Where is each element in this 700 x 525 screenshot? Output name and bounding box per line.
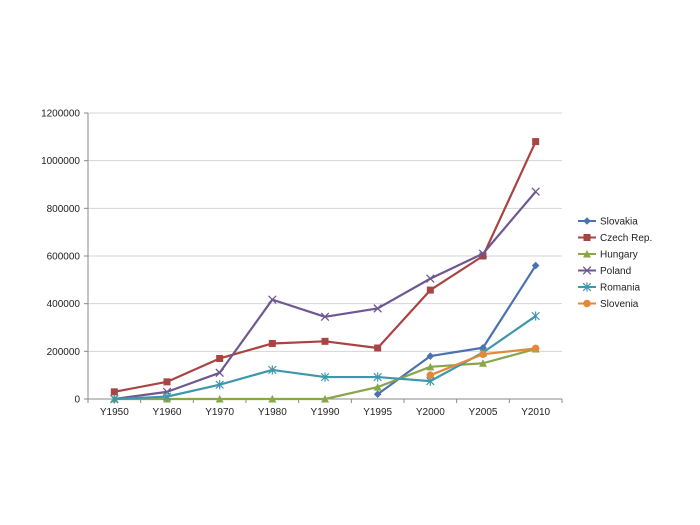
data-point <box>215 395 224 403</box>
data-point <box>110 394 119 404</box>
data-point <box>163 378 171 386</box>
y-tick-label: 0 <box>74 395 80 406</box>
legend-label: Romania <box>600 283 640 294</box>
x-tick-label: Y1995 <box>363 407 392 418</box>
data-point <box>478 249 488 258</box>
x-tick-label: Y1950 <box>100 407 129 418</box>
y-axis-ticks: 0 200000 400000 600000 800000 1000000 1200000 <box>41 109 88 406</box>
legend-label: Slovakia <box>600 217 638 228</box>
series-poland <box>110 187 540 404</box>
data-point <box>215 368 224 378</box>
legend-entry: Hungary <box>578 250 638 261</box>
data-point <box>320 372 330 382</box>
data-point <box>321 395 329 403</box>
series-slovakia <box>373 261 540 399</box>
series-line <box>377 264 537 396</box>
x-tick-label: Y1970 <box>205 407 234 418</box>
data-point <box>373 390 382 399</box>
x-tick-label: Y2010 <box>521 407 550 418</box>
y-tick-label: 1000000 <box>41 156 80 167</box>
x-tick-label: Y2005 <box>469 407 498 418</box>
y-tick-label: 600000 <box>47 252 81 263</box>
legend-label: Hungary <box>600 250 638 261</box>
x-tick-label: Y2000 <box>416 407 445 418</box>
x-tick-label: Y1980 <box>258 407 287 418</box>
x-tick-label: Y1990 <box>311 407 340 418</box>
y-tick-label: 800000 <box>47 204 81 215</box>
legend-entry: Slovakia <box>578 217 638 228</box>
data-point <box>268 395 277 403</box>
data-point <box>268 365 277 375</box>
x-axis-ticks: Y1950 Y1960 Y1970 Y1980 Y1990 Y1995 Y2000 Y2005… <box>87 399 563 418</box>
series-line <box>114 190 537 401</box>
series-slovenia <box>426 344 540 379</box>
legend-entry: Czech Rep. <box>578 233 652 244</box>
data-point <box>216 354 224 362</box>
legend-entry: Slovenia <box>578 299 639 310</box>
data-point <box>426 286 434 294</box>
legend-label: Poland <box>600 266 631 277</box>
gridlines <box>88 112 562 400</box>
data-point <box>373 372 382 382</box>
y-tick-label: 400000 <box>47 299 81 310</box>
y-tick-label: 1200000 <box>41 109 80 120</box>
data-point <box>479 350 487 358</box>
series-lines <box>110 138 540 404</box>
legend-swatch-marker <box>583 234 591 241</box>
legend-label: Czech Rep. <box>600 233 652 244</box>
data-point <box>426 362 435 371</box>
data-point <box>373 383 382 391</box>
legend: Slovakia Czech Rep. Hungary Poland Romania Sl… <box>578 217 652 310</box>
legend-entry: Romania <box>578 282 640 294</box>
data-point <box>268 339 276 347</box>
legend-swatch-marker <box>583 250 591 258</box>
data-point <box>374 344 382 352</box>
data-point <box>479 359 487 367</box>
data-point <box>426 371 435 379</box>
data-point <box>110 388 118 396</box>
data-point <box>426 352 435 360</box>
data-point <box>531 311 540 321</box>
legend-swatch-marker <box>583 217 591 225</box>
data-point <box>479 343 487 352</box>
data-point <box>479 252 487 260</box>
legend-label: Slovenia <box>600 299 639 310</box>
data-point <box>320 312 330 322</box>
legend-swatch-marker <box>582 282 592 292</box>
data-point <box>215 380 224 390</box>
legend-entry: Poland <box>578 266 631 277</box>
data-point <box>162 392 172 402</box>
legend-swatch-marker <box>582 266 592 275</box>
y-tick-label: 200000 <box>47 347 81 358</box>
data-point <box>531 344 540 353</box>
legend-swatch-marker <box>583 299 591 308</box>
data-point <box>532 138 540 146</box>
series-czech-rep <box>110 138 540 396</box>
data-point <box>531 261 540 270</box>
data-point <box>426 274 435 283</box>
data-point <box>373 304 382 313</box>
data-point <box>268 295 277 304</box>
x-tick-label: Y1960 <box>153 407 182 418</box>
data-point <box>531 187 540 196</box>
series-line <box>114 141 537 393</box>
data-point <box>321 337 329 345</box>
